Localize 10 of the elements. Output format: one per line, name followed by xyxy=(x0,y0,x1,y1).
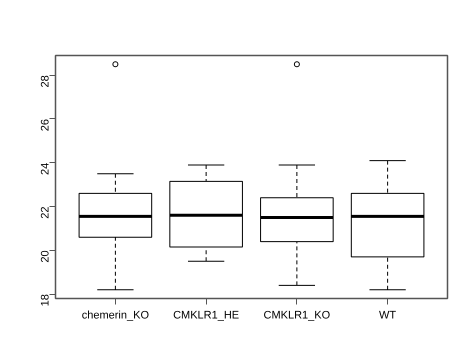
y-tick-label: 28 xyxy=(40,75,52,88)
x-tick-label: CMKLR1_HE xyxy=(173,310,240,322)
x-tick-label: WT xyxy=(379,310,396,322)
y-tick-label: 26 xyxy=(40,118,52,132)
y-tick-label: 22 xyxy=(40,206,52,219)
y-tick-label: 18 xyxy=(40,294,52,306)
x-tick-label: CMKLR1_KO xyxy=(264,310,331,322)
y-tick-label: 24 xyxy=(40,162,52,176)
y-tick-label: 20 xyxy=(40,250,52,263)
x-tick-label: chemerin_KO xyxy=(82,310,150,322)
